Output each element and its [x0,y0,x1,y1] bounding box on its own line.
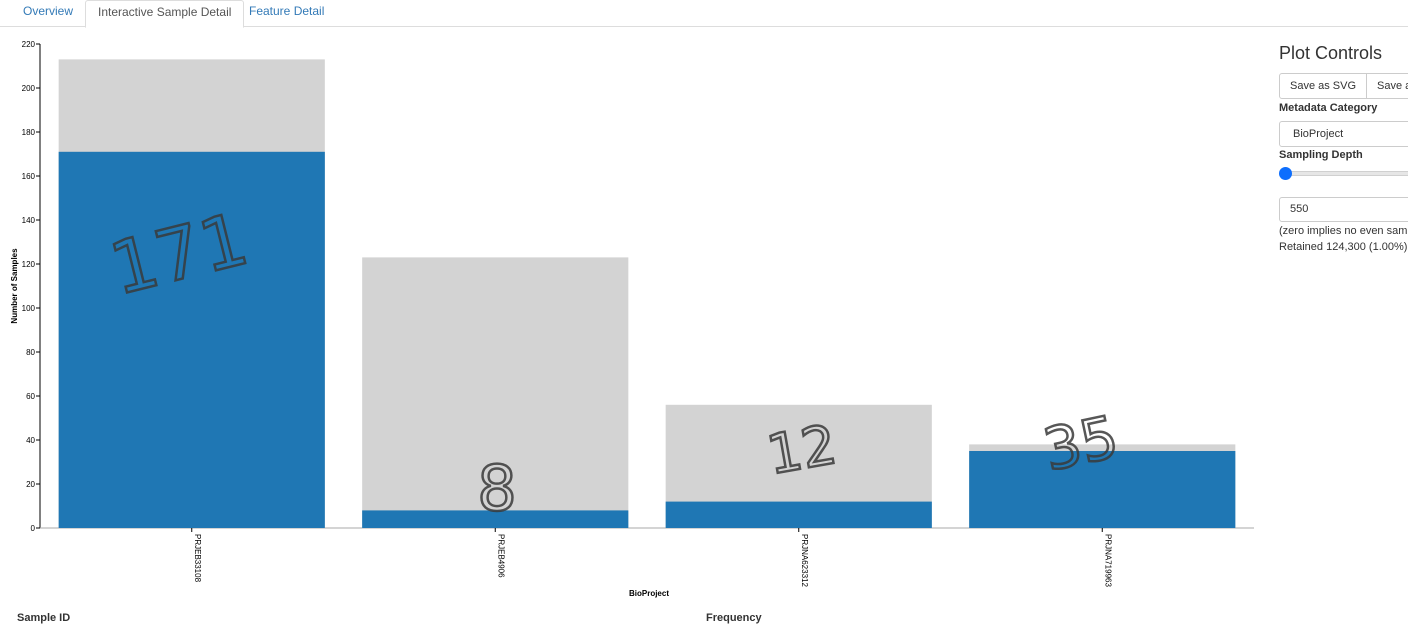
tab-feature-detail[interactable]: Feature Detail [237,0,336,27]
x-axis-title: BioProject [629,589,669,598]
y-tick-label: 40 [26,436,35,445]
tab-overview[interactable]: Overview [11,0,85,27]
y-axis-title: Number of Samples [10,248,19,324]
handwritten-annotation: 8 [477,452,516,525]
y-tick-label: 180 [22,128,36,137]
slider-handle[interactable] [1279,167,1292,180]
save-button-group: Save as SVG Save a [1279,73,1408,99]
y-tick-label: 160 [22,172,36,181]
y-tick-label: 20 [26,480,35,489]
y-tick-label: 80 [26,348,35,357]
plot-controls-title: Plot Controls [1279,40,1408,66]
metadata-category-select[interactable]: BioProject [1279,121,1408,147]
tab-interactive-sample-detail[interactable]: Interactive Sample Detail [85,0,244,28]
bar-chart: 0 20 40 60 80 100 120 140 160 180 200 220 PRJEB33108… [0,28,1262,602]
tab-bar: Overview Interactive Sample Detail Featu… [0,0,1408,27]
bar-retained [666,502,932,528]
y-tick-label: 220 [22,40,36,49]
x-tick-label: PRJEB4906 [496,534,505,578]
x-tick-label: PRJEB33108 [193,534,202,583]
sampling-depth-slider[interactable] [1281,171,1408,176]
metadata-category-label: Metadata Category [1279,102,1377,114]
y-tick-label: 120 [22,260,36,269]
y-tick-label: 100 [22,304,36,313]
y-tick-label: 0 [31,524,36,533]
retained-summary: Retained 124,300 (1.00%) [1279,241,1407,253]
y-tick-label: 60 [26,392,35,401]
x-tick-label: PRJNA623312 [800,534,809,587]
y-tick-label: 200 [22,84,36,93]
sampling-depth-label: Sampling Depth [1279,149,1363,161]
y-tick-label: 140 [22,216,36,225]
handwritten-annotation: 12 [762,413,841,487]
save-other-button[interactable]: Save a [1367,73,1408,99]
sample-id-header[interactable]: Sample ID [17,612,70,624]
plot-controls-panel: Plot Controls Save as SVG Save a Metadata… [1279,40,1408,66]
depth-note: (zero implies no even sam [1279,225,1407,237]
frequency-header[interactable]: Frequency [706,612,762,624]
sampling-depth-input[interactable]: 550 [1279,197,1408,222]
save-svg-button[interactable]: Save as SVG [1279,73,1367,99]
x-tick-label: PRJNA719963 [1103,534,1112,587]
